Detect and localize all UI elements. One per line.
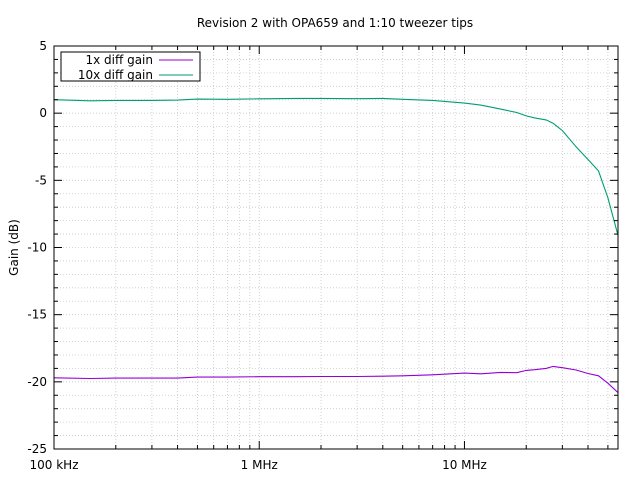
y-tick-label: -25 bbox=[27, 442, 47, 456]
x-tick-label: 10 MHz bbox=[442, 458, 487, 472]
y-tick-label: -5 bbox=[35, 173, 47, 187]
chart-title: Revision 2 with OPA659 and 1:10 tweezer … bbox=[197, 16, 473, 30]
legend-label: 1x diff gain bbox=[86, 53, 154, 67]
y-tick-label: -15 bbox=[27, 308, 47, 322]
series-lines bbox=[53, 97, 619, 394]
y-tick-label: 5 bbox=[39, 39, 47, 53]
x-tick-label: 100 kHz bbox=[30, 458, 79, 472]
x-tick-label: 1 MHz bbox=[241, 458, 278, 472]
y-tick-label: -20 bbox=[27, 375, 47, 389]
series-line-1 bbox=[53, 365, 619, 394]
axis-ticks bbox=[53, 45, 618, 450]
legend-label: 10x diff gain bbox=[78, 68, 153, 82]
tick-labels: 5 0 -5 -10 -15 -20 -25 100 kHz 1 MHz 10 MHz bbox=[27, 39, 486, 472]
grid bbox=[54, 46, 618, 449]
legend-box bbox=[60, 51, 201, 82]
series-line-2 bbox=[53, 97, 619, 236]
y-tick-label: 0 bbox=[39, 106, 47, 120]
y-tick-label: -10 bbox=[27, 241, 47, 255]
y-axis-label: Gain (dB) bbox=[7, 219, 21, 276]
